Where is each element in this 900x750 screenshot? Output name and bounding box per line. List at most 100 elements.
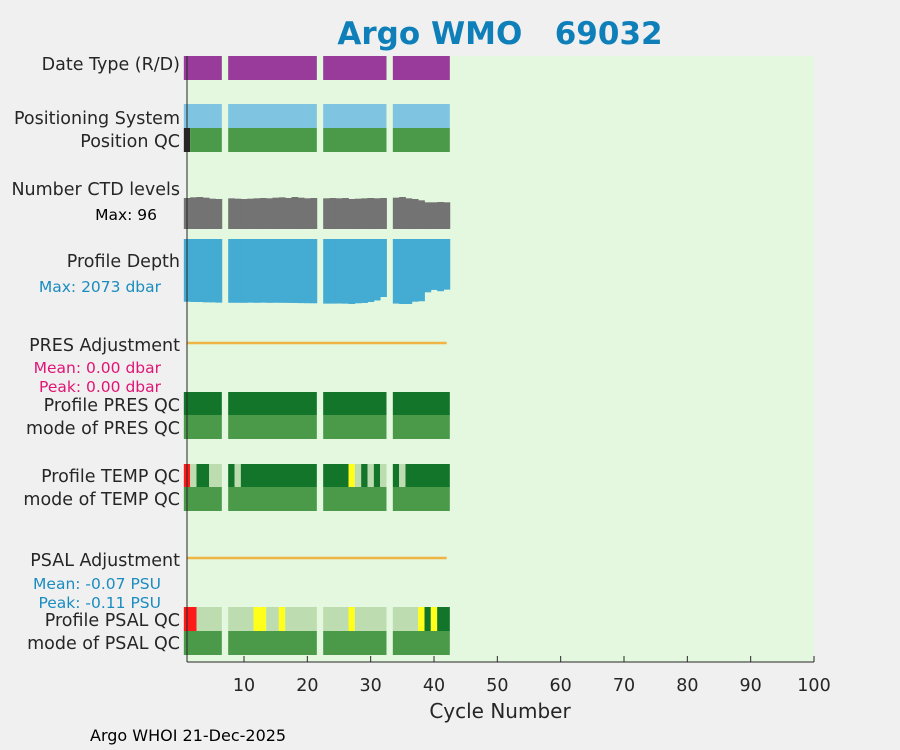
profile-depth-bar — [405, 239, 413, 304]
profile-depth-bar — [196, 239, 204, 303]
profile-temp-qc-segment — [361, 464, 368, 487]
profile-depth-bar — [304, 239, 311, 304]
ctd-levels-bar — [424, 202, 432, 229]
ctd-levels-bar — [392, 197, 400, 229]
profile-depth-bar — [209, 239, 216, 303]
profile-pres-qc-segment — [323, 392, 387, 415]
profile-psal-qc-segment — [196, 607, 222, 631]
profile-depth-bar — [335, 239, 343, 304]
label-date-type: Date Type (R/D) — [42, 55, 180, 75]
x-tick-label: 40 — [423, 676, 445, 696]
footer-credit: Argo WHOI 21-Dec-2025 — [90, 726, 286, 745]
profile-depth-bar — [342, 239, 349, 304]
ctd-levels-bar — [247, 198, 254, 229]
ctd-levels-bar — [437, 202, 444, 229]
x-tick-label: 10 — [233, 676, 255, 696]
ctd-levels-bar — [278, 197, 286, 229]
label-pres-peak: Peak: 0.00 dbar — [39, 378, 162, 396]
profile-psal-qc-segment — [183, 607, 197, 631]
profile-temp-qc-segment — [348, 464, 355, 487]
position-qc-segment — [323, 128, 387, 152]
label-depth-max: Max: 2073 dbar — [39, 278, 162, 296]
profile-psal-qc-segment — [418, 607, 425, 631]
profile-depth-bar — [259, 239, 267, 303]
ctd-levels-bar — [234, 198, 242, 229]
label-ctd-max: Max: 96 — [95, 206, 157, 224]
mode-temp-qc-segment — [183, 487, 222, 511]
ctd-levels-bar — [291, 197, 299, 229]
profile-temp-qc-segment — [209, 464, 222, 487]
profile-depth-bar — [430, 239, 438, 290]
profile-depth-bar — [424, 239, 432, 293]
profile-psal-qc-segment — [430, 607, 438, 631]
profile-depth-bar — [418, 239, 425, 302]
label-ctd-levels: Number CTD levels — [11, 180, 180, 200]
profile-psal-qc-segment — [253, 607, 267, 631]
profile-depth-bar — [411, 239, 419, 302]
ctd-levels-bar — [418, 200, 425, 229]
profile-psal-qc-segment — [323, 607, 349, 631]
ctd-levels-bar — [209, 198, 216, 229]
position-qc-segment — [228, 128, 317, 152]
label-pres-adjustment: PRES Adjustment — [29, 336, 180, 356]
ctd-levels-bar — [373, 198, 381, 229]
profile-temp-qc-segment — [323, 464, 349, 487]
mode-pres-qc-segment — [228, 415, 317, 439]
profile-depth-bar — [291, 239, 299, 303]
profile-temp-qc-segment — [354, 464, 362, 487]
mode-temp-qc-segment — [323, 487, 387, 511]
profile-depth-bar — [253, 239, 261, 303]
profile-temp-qc-segment — [190, 464, 197, 487]
label-profile-pres-qc: Profile PRES QC — [44, 396, 180, 416]
ctd-levels-bar — [380, 198, 387, 229]
position-qc-segment — [190, 128, 222, 152]
profile-temp-qc-segment — [392, 464, 400, 487]
mode-psal-qc-segment — [183, 631, 222, 655]
profile-depth-bar — [361, 239, 368, 303]
ctd-levels-bar — [323, 198, 330, 229]
ctd-levels-bar — [240, 199, 248, 229]
x-tick-label: 20 — [296, 676, 318, 696]
ctd-levels-bar — [367, 198, 375, 229]
positioning-system-segment — [392, 104, 450, 128]
label-psal-peak: Peak: -0.11 PSU — [38, 594, 161, 612]
date-type-segment — [228, 56, 317, 80]
label-mode-pres-qc: mode of PRES QC — [26, 419, 180, 439]
ctd-levels-bar — [430, 202, 438, 229]
profile-psal-qc-segment — [392, 607, 419, 631]
position-qc-segment — [392, 128, 450, 152]
x-tick-label: 90 — [740, 676, 762, 696]
profile-depth-bar — [354, 239, 362, 304]
mode-psal-qc-segment — [392, 631, 450, 655]
profile-depth-bar — [437, 239, 444, 292]
profile-temp-qc-segment — [373, 464, 381, 487]
profile-depth-bar — [190, 239, 197, 302]
date-type-segment — [183, 56, 222, 80]
mode-temp-qc-segment — [392, 487, 450, 511]
ctd-levels-bar — [297, 197, 305, 229]
ctd-levels-bar — [202, 197, 210, 229]
profile-depth-bar — [278, 239, 286, 303]
profile-depth-bar — [323, 239, 330, 304]
label-mode-temp-qc: mode of TEMP QC — [23, 490, 180, 510]
profile-psal-qc-segment — [228, 607, 254, 631]
ctd-levels-bar — [354, 198, 362, 229]
x-tick-label: 100 — [797, 676, 830, 696]
profile-depth-bar — [240, 239, 248, 303]
plot-marks — [183, 56, 451, 655]
ctd-levels-bar — [228, 198, 235, 229]
ctd-levels-bar — [399, 197, 406, 229]
profile-depth-bar — [367, 239, 375, 303]
ctd-levels-bar — [310, 198, 318, 229]
profile-depth-bar — [285, 239, 292, 303]
x-tick-label: 80 — [676, 676, 698, 696]
profile-pres-qc-segment — [183, 392, 222, 415]
profile-depth-bar — [348, 239, 356, 304]
x-axis-label: Cycle Number — [429, 699, 571, 723]
profile-depth-bar — [329, 239, 337, 304]
profile-temp-qc-segment — [196, 464, 210, 487]
mode-pres-qc-segment — [323, 415, 387, 439]
x-tick-label: 70 — [613, 676, 635, 696]
mode-psal-qc-segment — [323, 631, 387, 655]
